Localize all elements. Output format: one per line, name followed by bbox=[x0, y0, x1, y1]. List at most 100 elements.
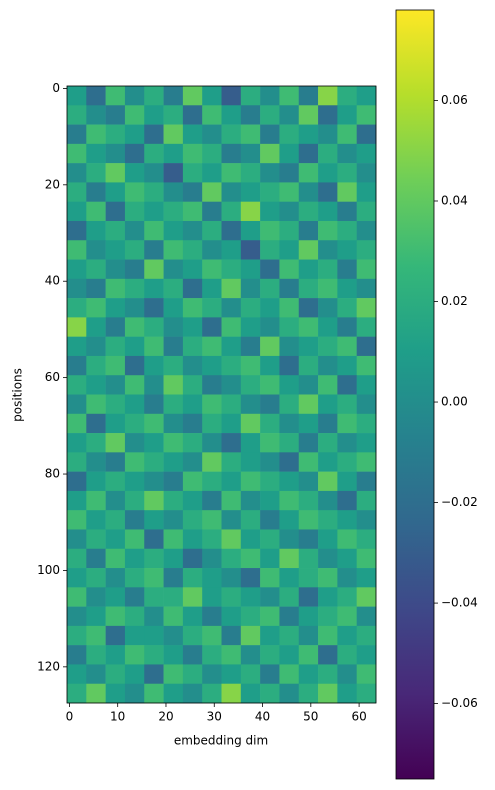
heatmap-cell bbox=[144, 568, 164, 588]
heatmap-cell bbox=[105, 317, 126, 337]
heatmap-cell bbox=[86, 105, 106, 125]
heatmap-cell bbox=[67, 587, 87, 607]
heatmap-cell bbox=[86, 625, 106, 646]
heatmap-cell bbox=[202, 452, 222, 472]
heatmap-cell bbox=[202, 259, 222, 280]
heatmap-cell bbox=[144, 298, 164, 318]
heatmap-cell bbox=[67, 433, 87, 453]
heatmap-cell bbox=[105, 452, 126, 472]
heatmap-cell bbox=[298, 105, 319, 125]
heatmap-cell bbox=[182, 510, 203, 530]
heatmap-cell bbox=[105, 143, 126, 164]
heatmap-cell bbox=[182, 201, 203, 222]
heatmap-cell bbox=[86, 548, 106, 569]
heatmap-cell bbox=[298, 413, 319, 434]
heatmap-cell bbox=[298, 664, 319, 685]
x-tick-label: 10 bbox=[110, 710, 125, 724]
heatmap-cell bbox=[86, 124, 106, 145]
heatmap-cell bbox=[67, 490, 87, 511]
heatmap-cell bbox=[298, 240, 319, 260]
heatmap-cell bbox=[260, 529, 280, 550]
heatmap-cell bbox=[144, 413, 164, 434]
heatmap-cell bbox=[221, 86, 242, 106]
heatmap-cell bbox=[105, 240, 126, 260]
heatmap-cell bbox=[279, 664, 300, 685]
heatmap-cell bbox=[86, 336, 106, 357]
heatmap-cell bbox=[67, 452, 87, 472]
heatmap-cell bbox=[144, 163, 164, 183]
heatmap-cell bbox=[318, 471, 338, 492]
heatmap-cell bbox=[356, 452, 377, 472]
heatmap-cell bbox=[279, 375, 300, 395]
colorbar-tick-label: −0.06 bbox=[441, 696, 478, 710]
heatmap-cell bbox=[221, 394, 242, 415]
heatmap-cell bbox=[318, 220, 338, 241]
heatmap-cell bbox=[202, 317, 222, 337]
heatmap-cell bbox=[318, 548, 338, 569]
heatmap-cell bbox=[298, 355, 319, 376]
heatmap-cell bbox=[240, 394, 261, 415]
heatmap-cell bbox=[182, 529, 203, 550]
heatmap-cell bbox=[144, 452, 164, 472]
heatmap-cell bbox=[240, 124, 261, 145]
heatmap-cell bbox=[318, 394, 338, 415]
heatmap-cell bbox=[318, 163, 338, 183]
heatmap-cell bbox=[318, 375, 338, 395]
heatmap-cell bbox=[260, 143, 280, 164]
heatmap-cell bbox=[144, 606, 164, 627]
heatmap-cell bbox=[86, 278, 106, 299]
heatmap-cell bbox=[221, 278, 242, 299]
heatmap-cell bbox=[337, 105, 357, 125]
heatmap-cell bbox=[221, 568, 242, 588]
heatmap-cell bbox=[202, 124, 222, 145]
heatmap-cell bbox=[298, 336, 319, 357]
heatmap-cell bbox=[124, 664, 145, 685]
heatmap-cell bbox=[260, 317, 280, 337]
heatmap-cell bbox=[260, 298, 280, 318]
heatmap-cell bbox=[221, 510, 242, 530]
heatmap-cell bbox=[67, 548, 87, 569]
heatmap-cell bbox=[182, 606, 203, 627]
heatmap-cell bbox=[298, 124, 319, 145]
heatmap-cell bbox=[67, 298, 87, 318]
heatmap-cell bbox=[86, 587, 106, 607]
heatmap-cell bbox=[163, 201, 184, 222]
heatmap-cell bbox=[240, 375, 261, 395]
heatmap-cell bbox=[86, 568, 106, 588]
heatmap-cell bbox=[182, 683, 203, 704]
heatmap-cell bbox=[279, 163, 300, 183]
heatmap-cell bbox=[182, 548, 203, 569]
heatmap-cell bbox=[144, 182, 164, 202]
heatmap-cell bbox=[105, 587, 126, 607]
heatmap-cell bbox=[337, 336, 357, 357]
heatmap-cell bbox=[240, 625, 261, 646]
heatmap-cell bbox=[86, 298, 106, 318]
heatmap-cell bbox=[163, 220, 184, 241]
heatmap-cell bbox=[260, 182, 280, 202]
heatmap-cell bbox=[337, 298, 357, 318]
heatmap-cell bbox=[124, 298, 145, 318]
heatmap-cell bbox=[240, 664, 261, 685]
heatmap-cell bbox=[221, 375, 242, 395]
heatmap-cell bbox=[318, 201, 338, 222]
heatmap-cell bbox=[260, 413, 280, 434]
heatmap-cell bbox=[202, 490, 222, 511]
heatmap-cell bbox=[337, 471, 357, 492]
heatmap-cell bbox=[337, 548, 357, 569]
heatmap-cell bbox=[124, 452, 145, 472]
heatmap-cell bbox=[105, 471, 126, 492]
heatmap-cell bbox=[67, 317, 87, 337]
heatmap-cell bbox=[356, 645, 377, 665]
heatmap-cell bbox=[202, 510, 222, 530]
heatmap-cell bbox=[182, 587, 203, 607]
heatmap-cell bbox=[144, 529, 164, 550]
heatmap-cell bbox=[67, 606, 87, 627]
heatmap-cell bbox=[356, 510, 377, 530]
heatmap-cell bbox=[86, 529, 106, 550]
heatmap-cell bbox=[105, 683, 126, 704]
heatmap-cell bbox=[182, 375, 203, 395]
heatmap-cell bbox=[318, 433, 338, 453]
colorbar-tick-label: −0.04 bbox=[441, 596, 478, 610]
heatmap-cell bbox=[260, 471, 280, 492]
